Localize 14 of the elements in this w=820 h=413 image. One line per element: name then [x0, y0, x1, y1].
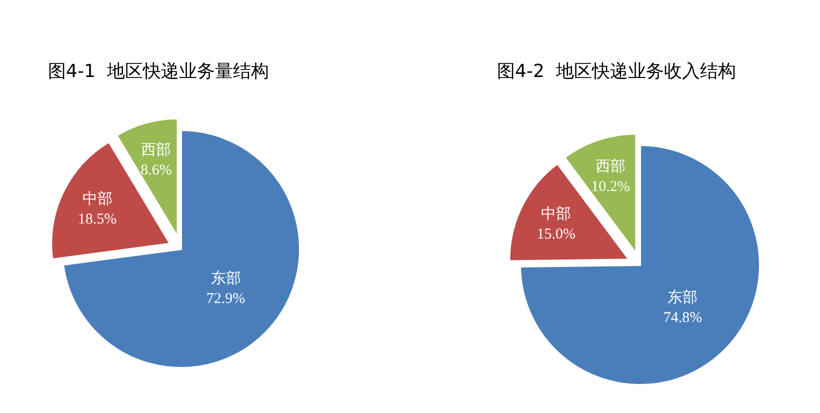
slice-label: 东部 — [210, 270, 241, 288]
slice-label: 中部 — [82, 190, 112, 208]
slice-label: 东部 — [668, 289, 698, 306]
data-label: 8.6% — [140, 162, 172, 178]
slice-label: 西部 — [141, 141, 172, 158]
slice-label: 西部 — [596, 158, 626, 176]
data-label: 10.2% — [591, 179, 630, 196]
chart-title: 图4-1 地区快递业务量结构 — [48, 61, 269, 82]
data-label: 72.9% — [206, 291, 246, 308]
data-label: 15.0% — [536, 226, 576, 243]
data-label: 74.8% — [663, 310, 702, 326]
slice-label: 中部 — [541, 206, 572, 223]
data-label: 18.5% — [78, 212, 117, 228]
chart-title: 图4-2 地区快递业务收入结构 — [497, 61, 736, 82]
